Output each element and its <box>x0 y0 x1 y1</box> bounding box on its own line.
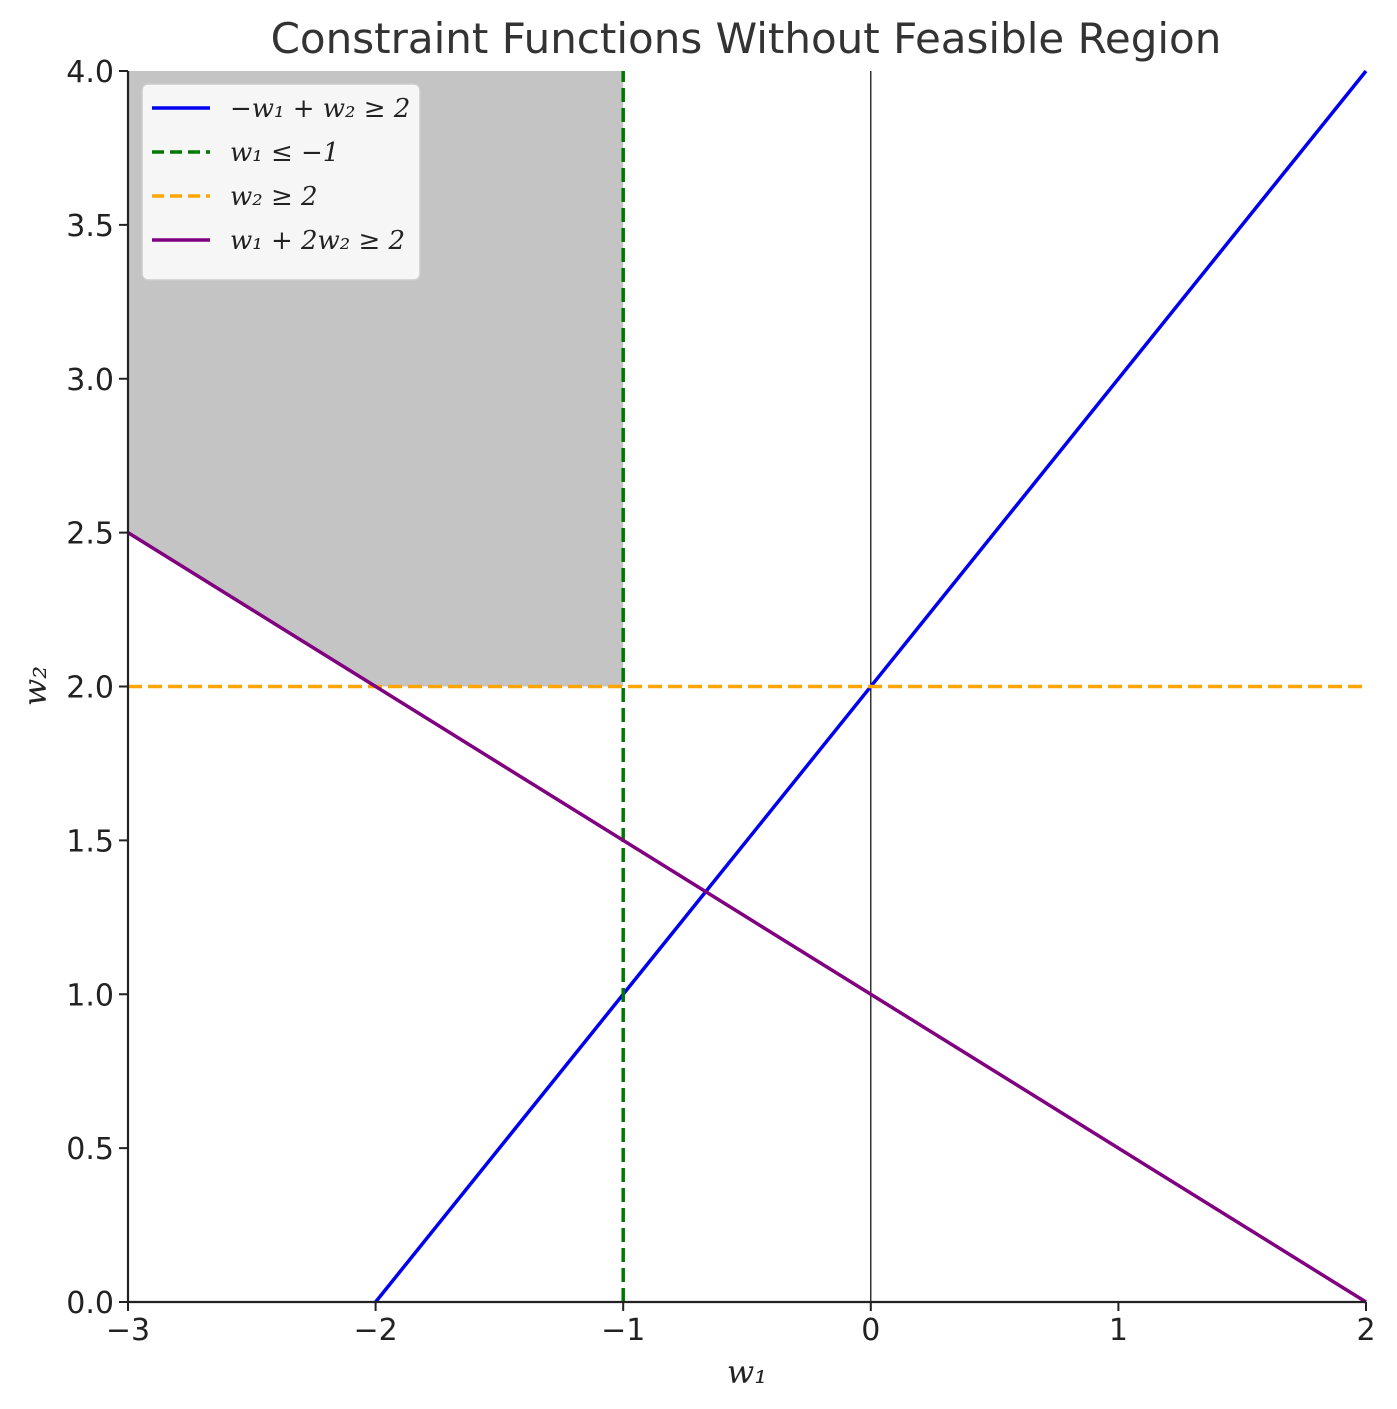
y-tick-label: 3.5 <box>66 209 114 244</box>
x-tick-label: −2 <box>353 1313 397 1348</box>
y-axis-label: w₂ <box>16 666 54 706</box>
chart-title: Constraint Functions Without Feasible Re… <box>271 14 1222 63</box>
x-tick-label: −3 <box>106 1313 150 1348</box>
y-tick-label: 2.5 <box>66 517 114 552</box>
y-tick-label: 3.0 <box>66 363 114 398</box>
legend-label-4: w₁ + 2w₂ ≥ 2 <box>230 226 405 256</box>
x-tick-label: 1 <box>1109 1313 1128 1348</box>
y-tick-label: 1.5 <box>66 824 114 859</box>
y-tick-label: 4.0 <box>66 55 114 90</box>
x-tick-label: 0 <box>861 1313 880 1348</box>
legend-label-2: w₁ ≤ −1 <box>230 138 339 168</box>
legend: −w₁ + w₂ ≥ 2 w₁ ≤ −1 w₂ ≥ 2 w₁ + 2w₂ ≥ 2 <box>141 83 421 281</box>
y-tick-label: 2.0 <box>66 671 114 706</box>
legend-label-1: −w₁ + w₂ ≥ 2 <box>230 94 410 124</box>
y-tick-label: 0.5 <box>66 1132 114 1167</box>
legend-label-3: w₂ ≥ 2 <box>230 182 318 212</box>
x-tick-label: 2 <box>1356 1313 1375 1348</box>
y-tick-label: 1.0 <box>66 978 114 1013</box>
x-axis-label: w₁ <box>727 1353 767 1391</box>
x-tick-label: −1 <box>601 1313 645 1348</box>
axes: −3 −2 −1 0 1 2 0.0 0.5 1.0 1.5 2.0 2.5 3.0 3.5 4.0 <box>66 55 1375 1348</box>
y-tick-label: 0.0 <box>66 1286 114 1321</box>
series-line-4 <box>127 531 1367 1304</box>
legend-box <box>141 83 421 281</box>
